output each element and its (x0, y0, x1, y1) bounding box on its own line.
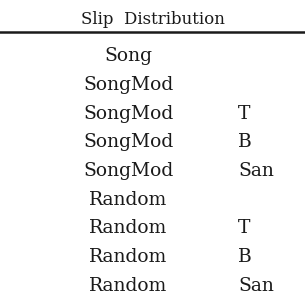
Text: Random: Random (89, 277, 167, 295)
Text: B: B (238, 248, 252, 266)
Text: Song: Song (104, 47, 152, 65)
Text: SongMod: SongMod (83, 162, 173, 180)
Text: SongMod: SongMod (83, 105, 173, 123)
Text: Random: Random (89, 219, 167, 237)
Text: San: San (238, 277, 274, 295)
Text: Slip  Distribution: Slip Distribution (81, 11, 224, 28)
Text: T: T (238, 105, 250, 123)
Text: B: B (238, 133, 252, 151)
Text: Random: Random (89, 191, 167, 209)
Text: Random: Random (89, 248, 167, 266)
Text: San: San (238, 162, 274, 180)
Text: SongMod: SongMod (83, 133, 173, 151)
Text: SongMod: SongMod (83, 76, 173, 94)
Text: T: T (238, 219, 250, 237)
